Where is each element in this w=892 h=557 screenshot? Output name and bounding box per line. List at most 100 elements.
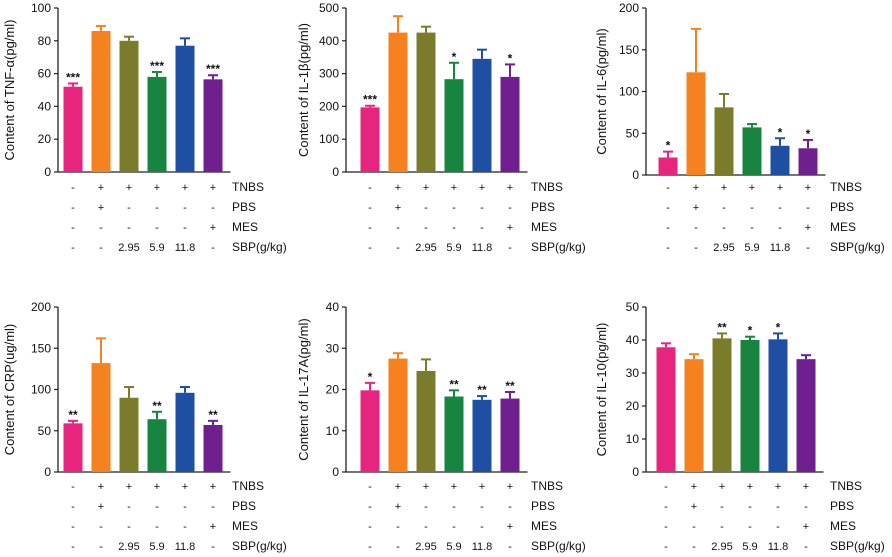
bar bbox=[796, 359, 816, 472]
bar bbox=[360, 107, 380, 172]
treatment-cell: 2.95 bbox=[415, 242, 436, 254]
treatment-cell: + bbox=[395, 202, 401, 214]
treatment-cell: - bbox=[183, 521, 187, 533]
treatment-cell: - bbox=[776, 521, 780, 533]
treatment-cell: 5.9 bbox=[149, 242, 164, 254]
treatment-cell: - bbox=[396, 541, 400, 553]
significance-mark: *** bbox=[66, 70, 80, 84]
treatment-row-label: TNBS bbox=[531, 180, 563, 194]
treatment-cell: - bbox=[508, 541, 512, 553]
treatment-cell: - bbox=[155, 521, 159, 533]
treatment-cell: + bbox=[210, 521, 216, 533]
treatment-cell: + bbox=[803, 521, 809, 533]
significance-mark: * bbox=[452, 50, 457, 64]
y-tick-label: 150 bbox=[619, 43, 639, 57]
y-tick-label: 0 bbox=[332, 165, 339, 179]
bar bbox=[119, 397, 139, 472]
treatment-cell: - bbox=[776, 501, 780, 513]
treatment-cell: 2.95 bbox=[711, 541, 732, 553]
y-tick-label: 50 bbox=[626, 126, 640, 140]
treatment-cell: + bbox=[395, 182, 401, 194]
treatment-cell: - bbox=[99, 521, 103, 533]
treatment-cell: + bbox=[423, 182, 429, 194]
y-tick-label: 50 bbox=[626, 300, 640, 314]
treatment-cell: + bbox=[507, 521, 513, 533]
treatment-cell: - bbox=[127, 202, 131, 214]
treatment-cell: - bbox=[99, 242, 103, 254]
treatment-cell: - bbox=[71, 541, 75, 553]
treatment-cell: + bbox=[747, 481, 753, 493]
treatment-cell: - bbox=[71, 242, 75, 254]
significance-mark: * bbox=[776, 320, 781, 334]
treatment-cell: - bbox=[127, 501, 131, 513]
treatment-cell: + bbox=[210, 222, 216, 234]
treatment-cell: 2.95 bbox=[118, 242, 139, 254]
treatment-cell: + bbox=[721, 182, 727, 194]
treatment-cell: - bbox=[155, 222, 159, 234]
y-axis-title: Content of TNF-α(pg/ml) bbox=[2, 20, 17, 161]
treatment-cell: - bbox=[368, 242, 372, 254]
y-tick-label: 40 bbox=[38, 99, 52, 113]
treatment-cell: - bbox=[806, 202, 810, 214]
y-axis-title: Content of IL-1β(pg/ml) bbox=[296, 23, 311, 157]
treatment-cell: - bbox=[424, 222, 428, 234]
y-tick-label: 20 bbox=[626, 399, 640, 413]
treatment-cell: - bbox=[804, 541, 808, 553]
treatment-cell: - bbox=[748, 501, 752, 513]
y-tick-label: 60 bbox=[38, 67, 52, 81]
treatment-cell: + bbox=[775, 481, 781, 493]
significance-mark: * bbox=[778, 125, 783, 139]
bar bbox=[388, 358, 408, 472]
bar bbox=[91, 363, 111, 472]
bar bbox=[714, 107, 734, 175]
treatment-cell: - bbox=[211, 202, 215, 214]
treatment-cell: - bbox=[480, 202, 484, 214]
treatment-cell: - bbox=[666, 242, 670, 254]
bar bbox=[444, 79, 464, 172]
treatment-cell: + bbox=[805, 182, 811, 194]
y-tick-label: 0 bbox=[332, 465, 339, 479]
y-tick-label: 30 bbox=[626, 366, 640, 380]
treatment-row-label: PBS bbox=[830, 200, 854, 214]
treatment-cell: - bbox=[424, 501, 428, 513]
treatment-cell: + bbox=[395, 501, 401, 513]
bar bbox=[472, 58, 492, 173]
treatment-cell: - bbox=[71, 222, 75, 234]
treatment-cell: - bbox=[666, 182, 670, 194]
y-axis-title: Content of IL-10(pg/ml) bbox=[594, 323, 609, 457]
significance-mark: ** bbox=[477, 383, 487, 397]
significance-mark: * bbox=[368, 370, 373, 384]
treatment-cell: 5.9 bbox=[446, 242, 461, 254]
treatment-cell: - bbox=[666, 202, 670, 214]
treatment-cell: - bbox=[211, 541, 215, 553]
treatment-cell: + bbox=[693, 202, 699, 214]
significance-mark: * bbox=[748, 324, 753, 338]
treatment-cell: - bbox=[183, 202, 187, 214]
significance-mark: *** bbox=[363, 93, 377, 107]
treatment-cell: - bbox=[183, 222, 187, 234]
treatment-cell: + bbox=[451, 481, 457, 493]
treatment-cell: - bbox=[664, 481, 668, 493]
y-tick-label: 150 bbox=[31, 341, 51, 355]
treatment-cell: + bbox=[182, 182, 188, 194]
treatment-cell: - bbox=[71, 481, 75, 493]
treatment-cell: - bbox=[722, 202, 726, 214]
treatment-cell: - bbox=[750, 222, 754, 234]
bar bbox=[684, 359, 704, 472]
treatment-row-label: PBS bbox=[830, 499, 854, 513]
treatment-cell: - bbox=[480, 521, 484, 533]
treatment-cell: - bbox=[127, 521, 131, 533]
bar bbox=[798, 148, 818, 175]
treatment-cell: - bbox=[368, 481, 372, 493]
treatment-cell: + bbox=[479, 481, 485, 493]
treatment-cell: - bbox=[452, 521, 456, 533]
significance-mark: ** bbox=[208, 408, 218, 422]
treatment-cell: 5.9 bbox=[149, 541, 164, 553]
treatment-cell: + bbox=[451, 182, 457, 194]
bar bbox=[416, 370, 436, 472]
treatment-cell: + bbox=[126, 481, 132, 493]
treatment-cell: - bbox=[424, 521, 428, 533]
significance-mark: ** bbox=[505, 379, 515, 393]
treatment-cell: - bbox=[694, 242, 698, 254]
